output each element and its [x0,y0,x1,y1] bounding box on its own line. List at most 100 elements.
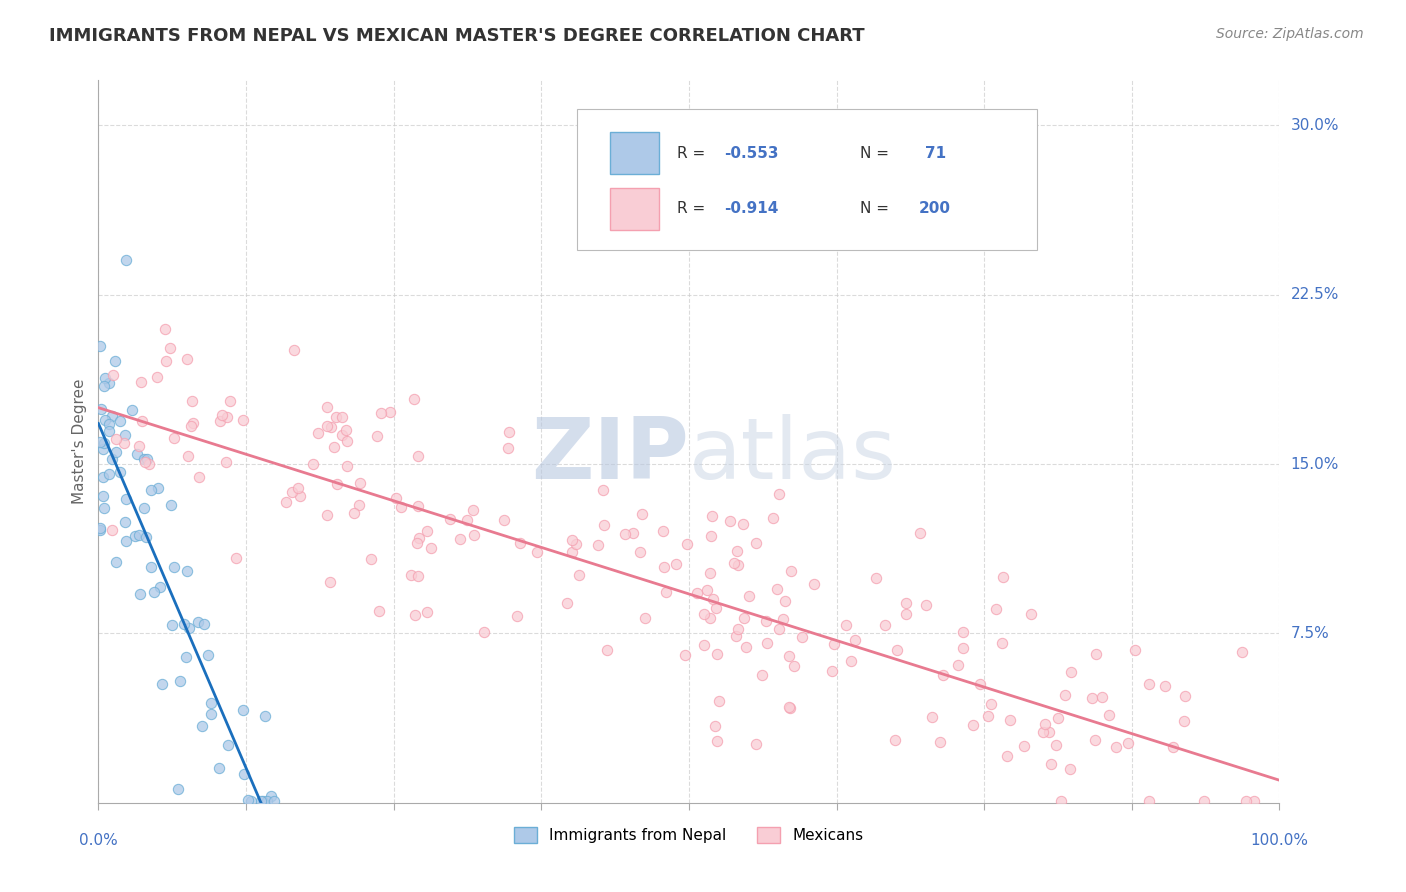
Text: N =: N = [860,202,894,217]
Point [494,513,516,527]
Point [1098,708,1121,723]
Point [128,528,150,542]
Point [150,677,173,691]
Point [823,637,845,651]
Point [727,622,749,636]
Point [163,431,186,445]
Point [655,584,678,599]
Point [114,428,136,442]
Point [124,529,146,543]
Point [260,789,283,803]
Point [1173,714,1195,728]
Point [702,592,724,607]
Point [449,532,471,546]
Point [766,582,789,597]
Point [921,709,943,723]
Point [723,557,745,571]
Point [952,625,974,640]
Point [908,525,931,540]
Point [138,457,160,471]
Point [1046,711,1069,725]
Point [779,700,801,714]
Point [593,518,616,533]
Point [704,601,727,615]
Point [738,589,761,603]
FancyBboxPatch shape [610,188,659,230]
Text: N =: N = [860,145,894,161]
Point [200,696,222,710]
Point [121,403,143,417]
Point [463,503,485,517]
Point [180,418,202,433]
Point [330,427,353,442]
Point [232,413,254,427]
Point [733,517,755,532]
Point [1045,738,1067,752]
Point [472,624,495,639]
Point [370,406,392,420]
Point [218,393,240,408]
Point [1038,725,1060,739]
Point [131,414,153,428]
Point [706,647,728,661]
Point [141,560,163,574]
Point [193,617,215,632]
Point [191,719,214,733]
Point [456,513,478,527]
Point [162,618,184,632]
Point [839,655,862,669]
Text: 22.5%: 22.5% [1291,287,1339,302]
Point [1060,665,1083,680]
Point [94,413,117,427]
Point [321,420,343,434]
Point [962,718,984,732]
Text: 200: 200 [920,202,952,217]
Point [1091,690,1114,704]
Point [734,640,756,654]
Point [319,574,342,589]
Point [406,449,429,463]
Point [792,630,814,644]
Point [112,436,135,450]
Point [176,564,198,578]
Point [834,617,856,632]
Point [181,416,204,430]
Point [149,580,172,594]
Point [141,483,163,497]
FancyBboxPatch shape [576,109,1038,250]
Point [280,484,302,499]
Point [586,538,609,552]
Point [1123,643,1146,657]
Point [155,322,177,336]
Point [256,793,278,807]
Point [775,594,797,608]
Point [884,732,907,747]
Point [505,609,527,624]
Point [778,700,800,714]
Point [768,487,790,501]
Point [215,410,238,425]
Text: R =: R = [678,145,710,161]
Text: 30.0%: 30.0% [1291,118,1339,133]
Point [136,451,159,466]
Point [1161,739,1184,754]
Text: IMMIGRANTS FROM NEPAL VS MEXICAN MASTER'S DEGREE CORRELATION CHART: IMMIGRANTS FROM NEPAL VS MEXICAN MASTER'… [49,27,865,45]
Y-axis label: Master's Degree: Master's Degree [72,379,87,504]
Point [991,635,1014,649]
Point [97,467,120,482]
Point [952,640,974,655]
Point [142,584,165,599]
Point [176,351,198,366]
Point [1032,725,1054,739]
Point [200,706,222,721]
Point [115,534,138,549]
Point [187,470,209,484]
Point [94,370,117,384]
Point [385,491,408,505]
Point [263,793,285,807]
Point [336,434,359,448]
FancyBboxPatch shape [610,132,659,174]
Point [163,559,186,574]
Point [592,483,614,497]
Point [159,341,181,355]
